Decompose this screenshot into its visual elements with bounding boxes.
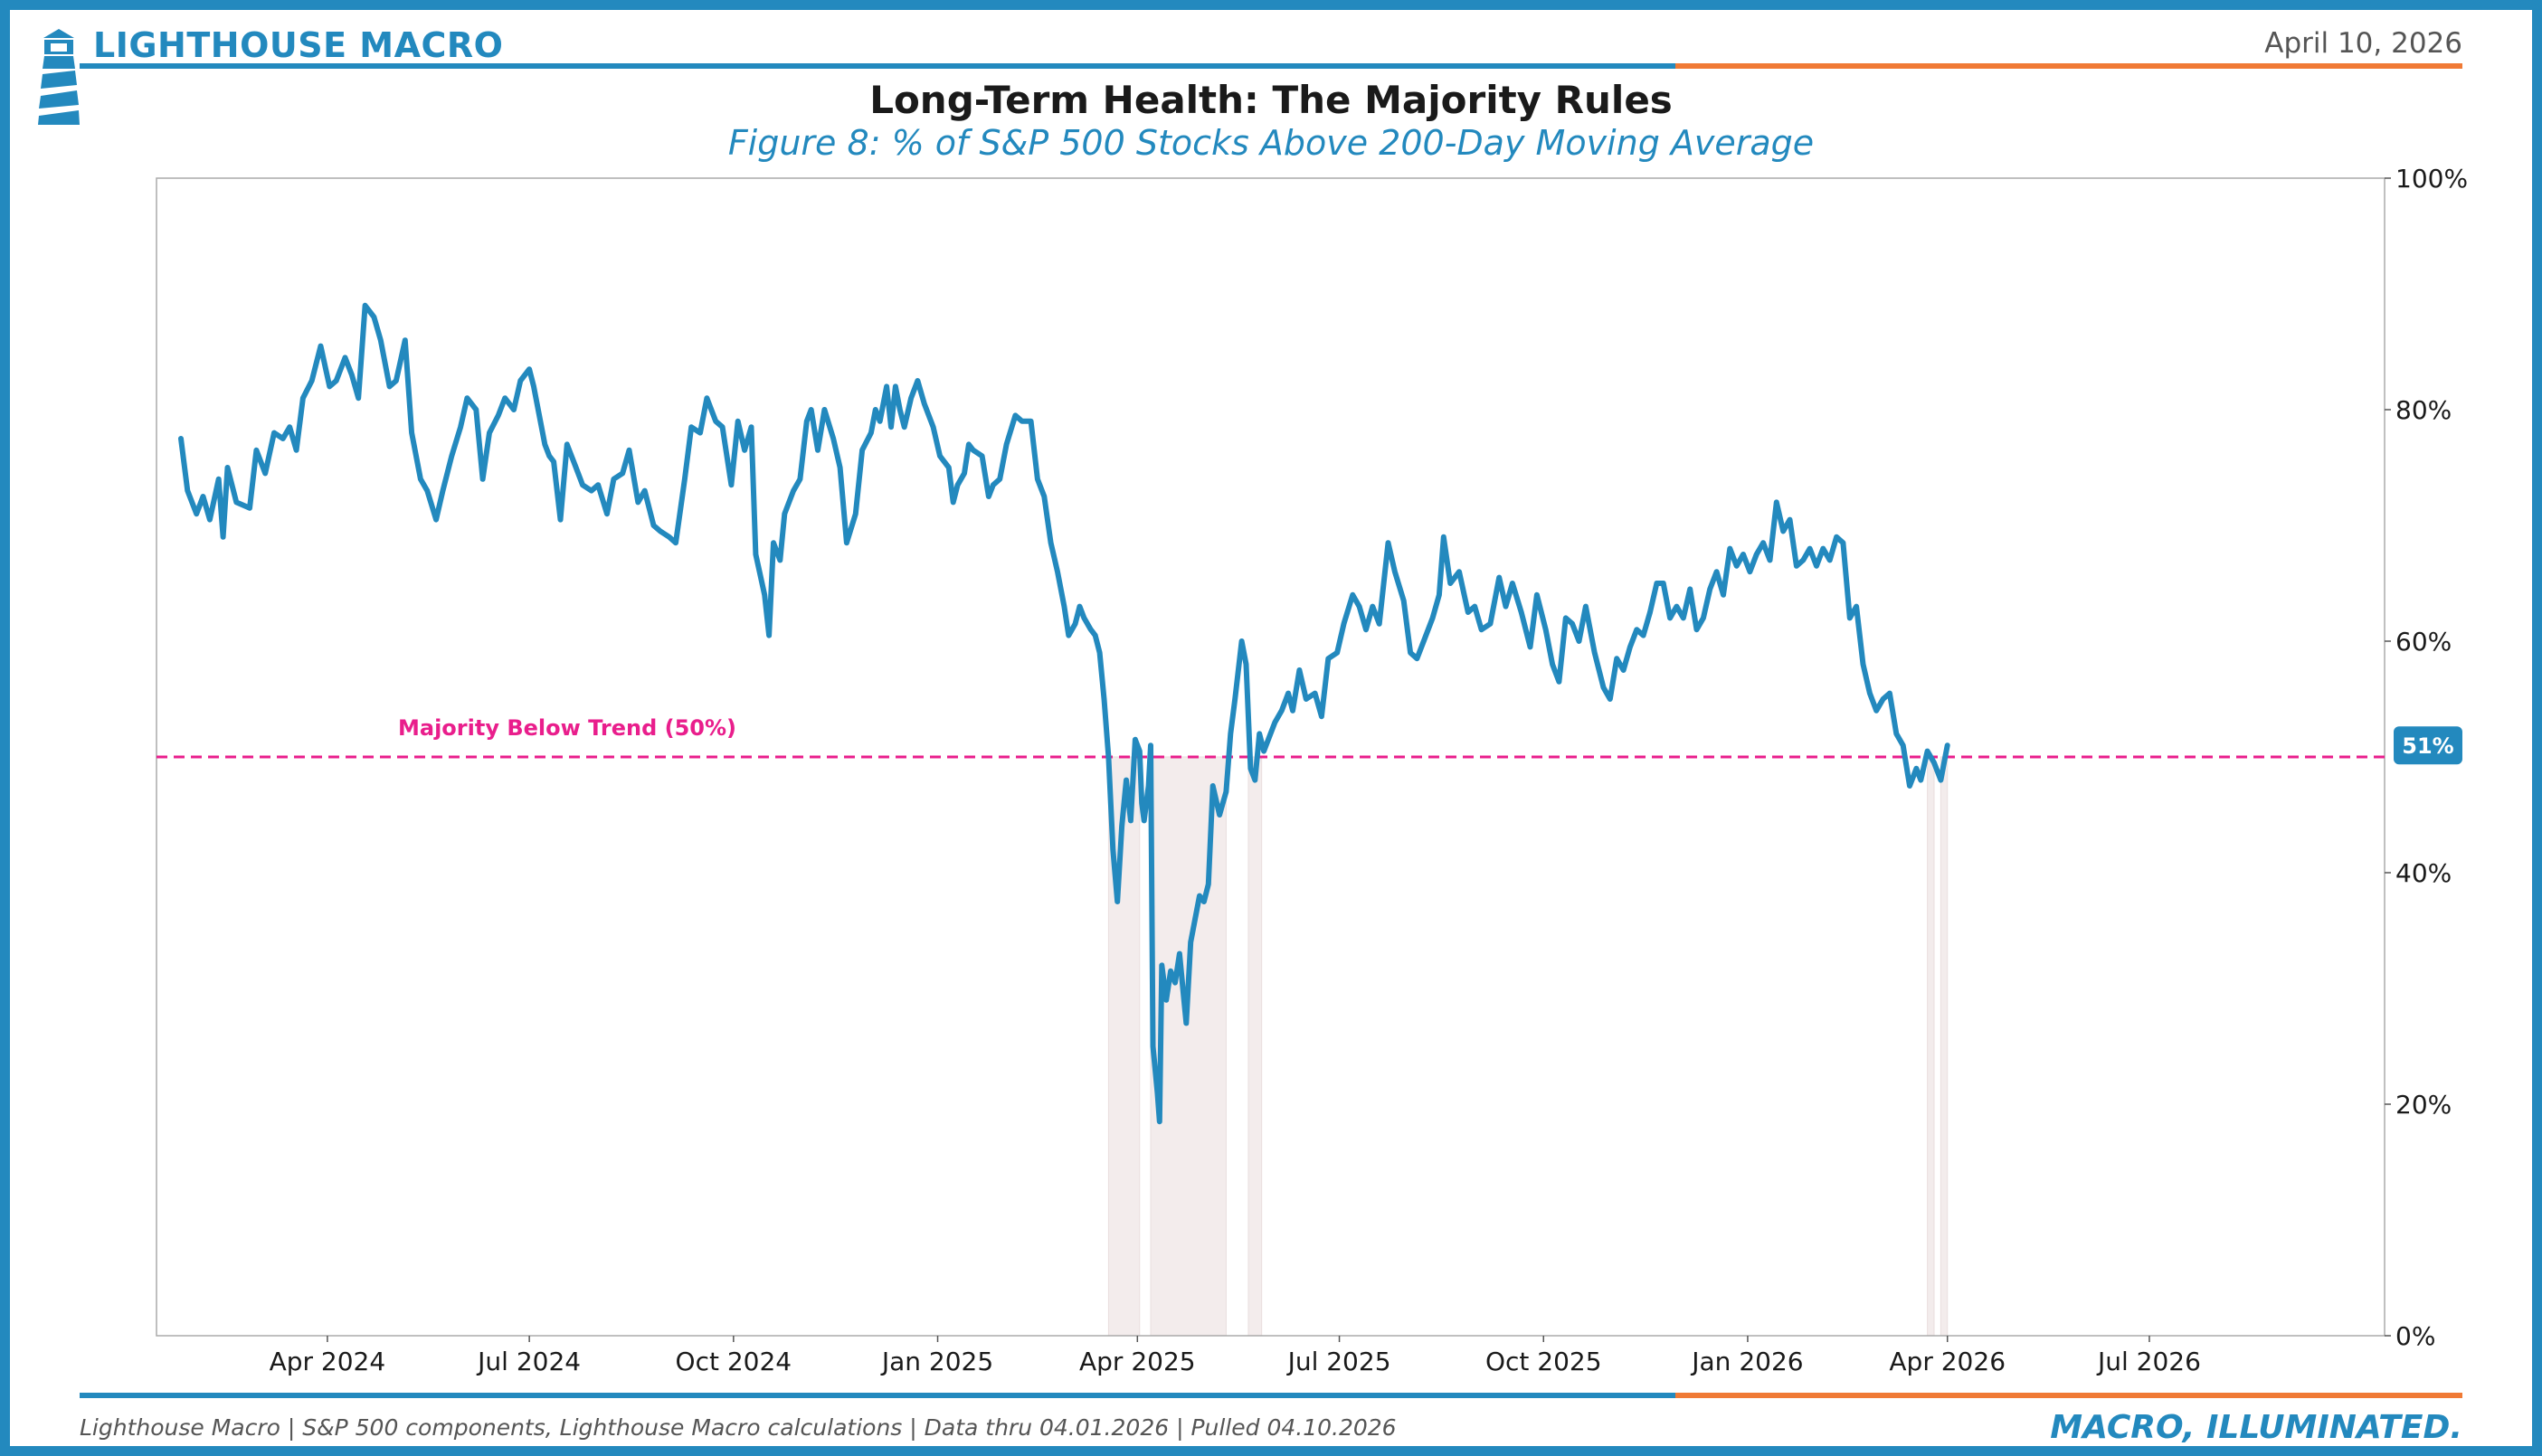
shaded-region	[1940, 756, 1949, 1337]
source-note: Lighthouse Macro | S&P 500 components, L…	[80, 1414, 1397, 1441]
x-tick-label: Jul 2024	[476, 1347, 581, 1376]
shaded-region	[1927, 756, 1935, 1337]
last-value-badge	[2394, 726, 2462, 765]
y-tick-label: 100%	[2395, 164, 2468, 194]
y-tick-label: 60%	[2395, 627, 2452, 657]
y-tick-label: 20%	[2395, 1090, 2452, 1120]
x-tick-label: Jan 2026	[1690, 1347, 1803, 1376]
lighthouse-icon	[38, 29, 80, 125]
header-rule-blue	[80, 63, 1675, 69]
series-line	[178, 302, 1950, 1125]
footer-rule-blue	[80, 1393, 1675, 1398]
tagline: MACRO, ILLUMINATED.	[2050, 1409, 2462, 1446]
x-tick-label: Jul 2026	[2096, 1347, 2201, 1376]
header-rule-orange	[1675, 63, 2462, 69]
x-tick-label: Oct 2025	[1485, 1347, 1602, 1376]
chart-subtitle: Figure 8: % of S&P 500 Stocks Above 200-…	[727, 123, 1815, 163]
x-tick-label: Apr 2024	[270, 1347, 386, 1376]
x-tick-label: Apr 2025	[1079, 1347, 1196, 1376]
y-tick-label: 40%	[2395, 858, 2452, 888]
x-tick-label: Oct 2024	[676, 1347, 792, 1376]
y-tick-label: 80%	[2395, 395, 2452, 425]
x-tick-label: Apr 2026	[1889, 1347, 2006, 1376]
chart-title: Long-Term Health: The Majority Rules	[869, 78, 1673, 122]
brand-name: LIGHTHOUSE MACRO	[93, 25, 504, 65]
x-tick-label: Jul 2025	[1286, 1347, 1391, 1376]
shaded-region	[1247, 756, 1263, 1337]
y-tick-label: 0%	[2395, 1321, 2435, 1351]
reference-line-label: Majority Below Trend (50%)	[398, 715, 736, 741]
report-date: April 10, 2026	[2264, 27, 2462, 60]
last-value-label: 51%	[2402, 733, 2453, 759]
footer-rule-orange	[1675, 1393, 2462, 1398]
x-tick-label: Jan 2025	[880, 1347, 993, 1376]
